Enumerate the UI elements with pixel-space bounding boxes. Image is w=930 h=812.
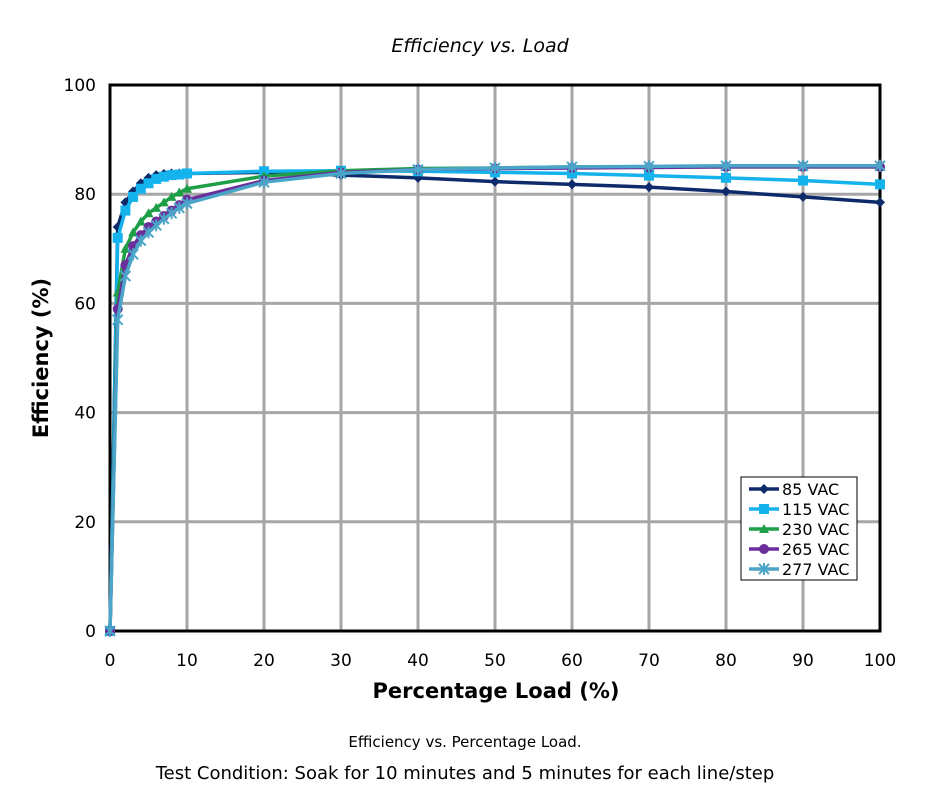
x-tick-label: 40 [407, 651, 429, 671]
data-point [644, 170, 654, 181]
legend-label: 230 VAC [782, 520, 849, 539]
y-tick-label: 60 [74, 294, 96, 314]
data-point [874, 159, 886, 172]
data-point [489, 161, 501, 174]
data-point [104, 625, 116, 637]
data-point [127, 248, 139, 261]
legend-swatch-marker [758, 563, 770, 575]
test-condition-caption: Test Condition: Soak for 10 minutes and … [155, 763, 775, 784]
y-tick-label: 100 [64, 76, 96, 96]
axes: 0 10 20 30 40 50 60 70 80 90 100 0 20 40 60 80 100 [64, 76, 897, 671]
data-point [875, 179, 885, 190]
data-point [490, 176, 500, 187]
data-point [875, 197, 885, 208]
legend-swatch-marker [759, 524, 769, 533]
data-point [120, 205, 131, 216]
data-point [721, 172, 731, 183]
legend-label: 115 VAC [782, 500, 849, 519]
x-tick-label: 30 [330, 651, 352, 671]
series-277-vac [104, 159, 886, 637]
x-tick-label: 60 [561, 651, 583, 671]
data-point [797, 159, 809, 172]
data-point [412, 163, 424, 176]
data-point [135, 183, 146, 194]
legend-swatch-marker [759, 484, 769, 494]
data-point [567, 179, 577, 190]
legend-item: 277 VAC [749, 560, 849, 579]
data-point [112, 232, 123, 243]
legend-item: 85 VAC [749, 480, 839, 499]
data-point [158, 212, 170, 225]
x-tick-label: 10 [176, 651, 198, 671]
data-point [335, 167, 347, 180]
legend-box [740, 476, 858, 581]
legend-label: 265 VAC [782, 540, 849, 559]
legend-item: 230 VAC [749, 520, 849, 539]
data-point [120, 243, 131, 253]
data-point [111, 313, 124, 326]
data-point [165, 207, 178, 220]
x-tick-label: 80 [715, 651, 737, 671]
data-point [166, 170, 177, 181]
data-point [643, 160, 655, 173]
legend-label: 85 VAC [782, 480, 839, 499]
data-point [644, 182, 654, 193]
data-point [182, 183, 192, 193]
data-point [151, 173, 162, 184]
legend-item: 265 VAC [749, 540, 849, 559]
legend-swatch-marker [759, 504, 769, 514]
data-point [128, 191, 139, 202]
figure-caption: Efficiency vs. Percentage Load. [348, 733, 582, 751]
y-tick-label: 20 [74, 513, 96, 533]
efficiency-chart: Efficiency vs. Load 0 10 20 30 40 50 60 70 80 90 1… [29, 35, 897, 703]
data-point [173, 201, 186, 214]
data-point [158, 171, 169, 182]
x-tick-label: 50 [484, 651, 506, 671]
data-point [158, 197, 169, 207]
data-point [258, 176, 270, 189]
data-point [566, 160, 578, 173]
x-tick-label: 0 [105, 651, 116, 671]
data-point [182, 168, 192, 179]
series-lines [104, 159, 886, 637]
data-point [119, 270, 132, 283]
y-tick-label: 40 [74, 404, 96, 424]
x-tick-label: 100 [864, 651, 896, 671]
data-point [798, 175, 808, 186]
data-point [174, 169, 185, 180]
x-axis-label: Percentage Load (%) [373, 679, 620, 703]
data-point [128, 227, 139, 237]
x-tick-label: 70 [638, 651, 660, 671]
data-point [166, 191, 177, 201]
x-tick-label: 90 [792, 651, 814, 671]
data-point [151, 202, 162, 212]
data-point [721, 186, 731, 197]
x-tick-label: 20 [253, 651, 275, 671]
data-point [567, 168, 577, 179]
y-tick-label: 80 [74, 185, 96, 205]
data-point [143, 178, 154, 189]
legend-label: 277 VAC [782, 560, 849, 579]
y-axis-label: Efficiency (%) [29, 278, 53, 438]
legend-item: 115 VAC [749, 500, 849, 519]
chart-title: Efficiency vs. Load [391, 35, 569, 57]
legend-swatch-marker [759, 544, 769, 554]
data-point [135, 216, 146, 226]
data-point [720, 159, 732, 172]
plot-frame [108, 83, 882, 633]
data-point [143, 208, 154, 218]
data-point [174, 187, 185, 197]
data-point [181, 197, 193, 210]
y-tick-label: 0 [85, 622, 96, 642]
data-point [798, 191, 808, 202]
